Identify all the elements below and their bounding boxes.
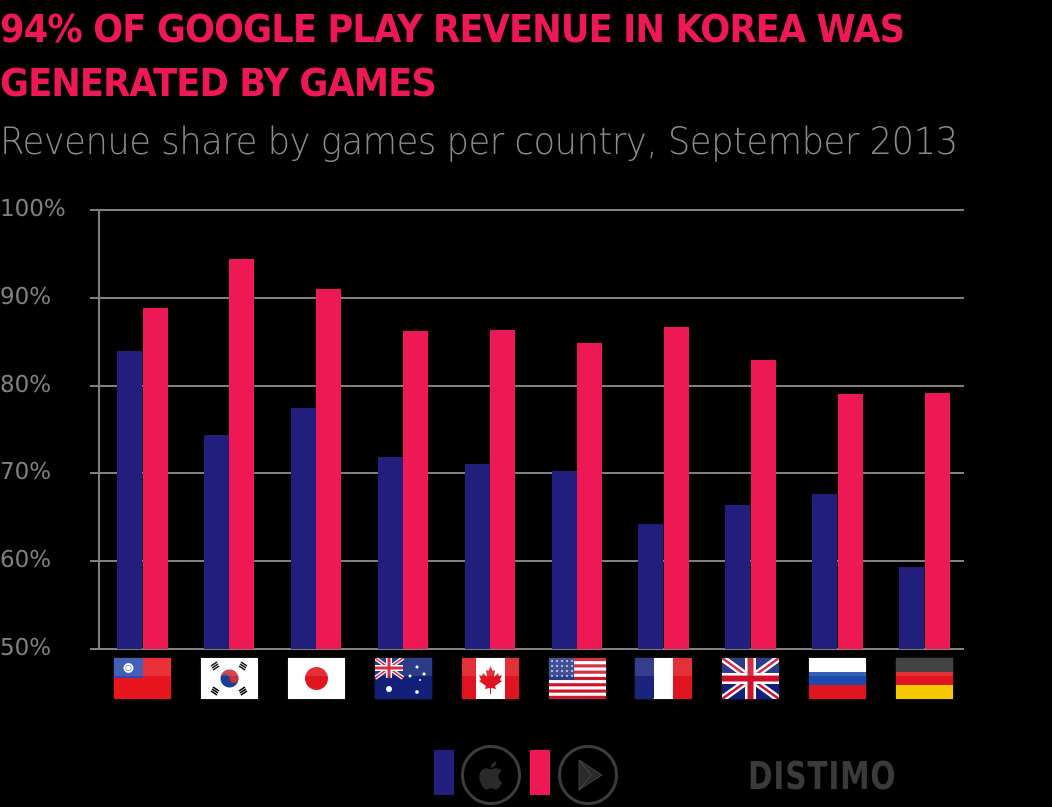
y-tick-label: 90% [0,284,52,310]
y-tick-label: 80% [0,372,52,398]
chart-title-line1: 94% OF GOOGLE PLAY REVENUE IN KOREA WAS [0,7,905,51]
flag-canada-icon [462,658,519,699]
bar-ios [291,408,316,649]
bar-google-play [925,393,950,649]
y-axis-line [98,210,100,650]
bar-google-play [490,330,515,649]
gridline [90,297,964,299]
gridline [90,560,964,562]
bar-google-play [403,331,428,649]
flag-australia-icon [375,658,432,699]
bar-ios [117,351,142,649]
flag-taiwan-icon [114,658,171,699]
gridline [90,209,964,211]
bar-google-play [229,259,254,649]
gridline [90,385,964,387]
chart-title-line2: GENERATED BY GAMES [0,61,437,105]
gridline [90,648,964,650]
legend-swatch-ios [434,750,454,795]
bar-ios [465,464,490,649]
bar-ios [899,567,924,649]
bar-ios [204,435,229,649]
chart-subtitle: Revenue share by games per country, Sept… [0,120,958,163]
flag-france-icon [635,658,692,699]
chart-title: 94% OF GOOGLE PLAY REVENUE IN KOREA WAS … [0,2,905,110]
bar-google-play [838,394,863,649]
bar-ios [378,457,403,649]
bar-ios [812,494,837,649]
flag-south-korea-icon [201,658,258,699]
gridline [90,472,964,474]
y-tick-label: 60% [0,547,52,573]
flag-germany-icon [896,658,953,699]
distimo-logo: DISTIMO [748,754,897,798]
apple-icon [461,745,521,805]
bar-google-play [751,360,776,649]
legend-swatch-google-play [530,750,550,795]
bar-google-play [664,327,689,649]
bar-google-play [143,308,168,649]
y-tick-label: 50% [0,635,52,661]
y-tick-label: 70% [0,459,52,485]
flag-russia-icon [809,658,866,699]
flag-japan-icon [288,658,345,699]
bar-google-play [316,289,341,649]
bar-google-play [577,343,602,649]
google-play-icon [558,745,618,805]
flag-united-states-icon [549,658,606,699]
y-tick-label: 100% [0,196,66,222]
bar-ios [552,471,577,649]
bar-ios [638,524,663,649]
flag-united-kingdom-icon [722,658,779,699]
bar-ios [725,505,750,649]
